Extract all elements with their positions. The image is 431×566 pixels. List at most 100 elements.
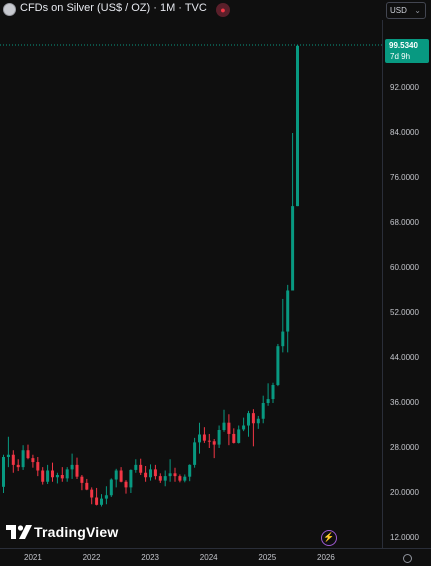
candle xyxy=(286,284,290,353)
candle xyxy=(212,439,216,459)
candle-body xyxy=(124,481,128,488)
candle xyxy=(188,464,192,482)
currency-label: USD xyxy=(390,6,407,15)
candle-body xyxy=(119,470,123,482)
candle xyxy=(95,487,99,506)
candle-body xyxy=(222,422,226,430)
candle-body xyxy=(100,498,103,505)
candle xyxy=(2,454,5,493)
candle xyxy=(281,298,285,353)
candle-body xyxy=(55,475,59,478)
candle-body xyxy=(75,464,79,477)
candle xyxy=(163,470,167,487)
candle xyxy=(21,445,25,470)
price-axis-tick: 68.0000 xyxy=(390,218,419,227)
candle-body xyxy=(183,476,187,481)
chart-header: CFDs on Silver (US$ / OZ) · 1M · TVC ● U… xyxy=(0,0,431,20)
candle-body xyxy=(256,418,260,424)
candle xyxy=(134,459,138,473)
candle xyxy=(183,474,187,483)
candle-body xyxy=(6,454,10,457)
candle-body xyxy=(80,476,84,483)
candle-body xyxy=(242,425,246,430)
price-axis-tick: 60.0000 xyxy=(390,263,419,272)
settings-icon[interactable] xyxy=(403,554,412,563)
candle xyxy=(104,486,108,505)
candle xyxy=(198,422,201,454)
candle-body xyxy=(168,473,172,477)
time-axis-tick: 2021 xyxy=(24,553,42,562)
market-status-icon[interactable]: ● xyxy=(216,3,230,17)
candle xyxy=(80,475,84,491)
candle-body xyxy=(60,475,64,479)
candle xyxy=(227,414,231,446)
candle-body xyxy=(193,442,197,465)
candle xyxy=(85,478,89,491)
candle xyxy=(158,473,162,483)
candle-body xyxy=(90,489,94,498)
candle xyxy=(173,467,177,482)
price-axis-tick: 84.0000 xyxy=(390,128,419,137)
candle-body xyxy=(46,470,50,482)
time-axis-tick: 2026 xyxy=(317,553,335,562)
chevron-down-icon: ⌄ xyxy=(414,6,421,15)
candle xyxy=(153,464,157,480)
tradingview-logo-text: TradingView xyxy=(34,524,119,540)
candle-body xyxy=(178,476,182,481)
candle xyxy=(51,462,54,482)
symbol-title[interactable]: CFDs on Silver (US$ / OZ) · 1M · TVC xyxy=(20,2,207,14)
candle-body xyxy=(163,476,167,481)
candle-body xyxy=(85,482,89,490)
candle-body xyxy=(129,469,133,488)
candle-body xyxy=(149,469,152,478)
candle-body xyxy=(51,470,54,478)
candle-body xyxy=(11,454,15,465)
candle xyxy=(242,417,246,432)
time-axis-tick: 2024 xyxy=(199,553,218,562)
candle-body xyxy=(266,399,270,403)
candle-body xyxy=(2,457,5,487)
candle xyxy=(46,464,50,484)
candle xyxy=(261,395,265,424)
candle xyxy=(139,458,143,475)
candle xyxy=(26,444,30,460)
candle xyxy=(247,410,250,437)
candle-body xyxy=(65,469,69,479)
price-axis-tick: 44.0000 xyxy=(390,353,419,362)
time-axis-tick: 2022 xyxy=(82,553,101,562)
candle xyxy=(60,467,64,482)
last-price-label: 99.5340 7d 9h xyxy=(385,39,429,63)
time-axis-tick: 2025 xyxy=(258,553,277,562)
candle-body xyxy=(114,470,118,480)
candle-body xyxy=(139,464,143,473)
candle-body xyxy=(281,331,285,347)
candle xyxy=(36,457,40,477)
candle-body xyxy=(212,441,216,445)
price-axis-tick: 36.0000 xyxy=(390,398,419,407)
candle-body xyxy=(134,464,138,470)
candle-body xyxy=(158,476,162,481)
candle xyxy=(129,469,133,493)
price-axis-tick: 12.0000 xyxy=(390,533,419,542)
candle xyxy=(114,468,118,488)
candle-body xyxy=(227,422,231,434)
candle-body xyxy=(202,434,206,441)
candle-body xyxy=(188,464,192,477)
candle xyxy=(202,427,206,443)
candle-body xyxy=(95,497,99,505)
lightning-icon[interactable]: ⚡ xyxy=(321,530,337,546)
time-axis[interactable]: 2021 2022 2023 2024 2025 2026 xyxy=(0,548,431,566)
price-axis-tick: 28.0000 xyxy=(390,443,419,452)
currency-selector[interactable]: USD ⌄ xyxy=(386,2,426,19)
candle xyxy=(276,343,280,387)
candle xyxy=(144,466,148,482)
candle-body xyxy=(232,433,236,443)
candle xyxy=(251,409,255,447)
candle xyxy=(70,453,74,479)
candle xyxy=(31,454,35,468)
candle-body xyxy=(271,385,275,400)
price-chart[interactable] xyxy=(0,20,382,548)
candle xyxy=(178,474,182,483)
candle xyxy=(217,425,221,448)
candle-body xyxy=(70,464,74,470)
